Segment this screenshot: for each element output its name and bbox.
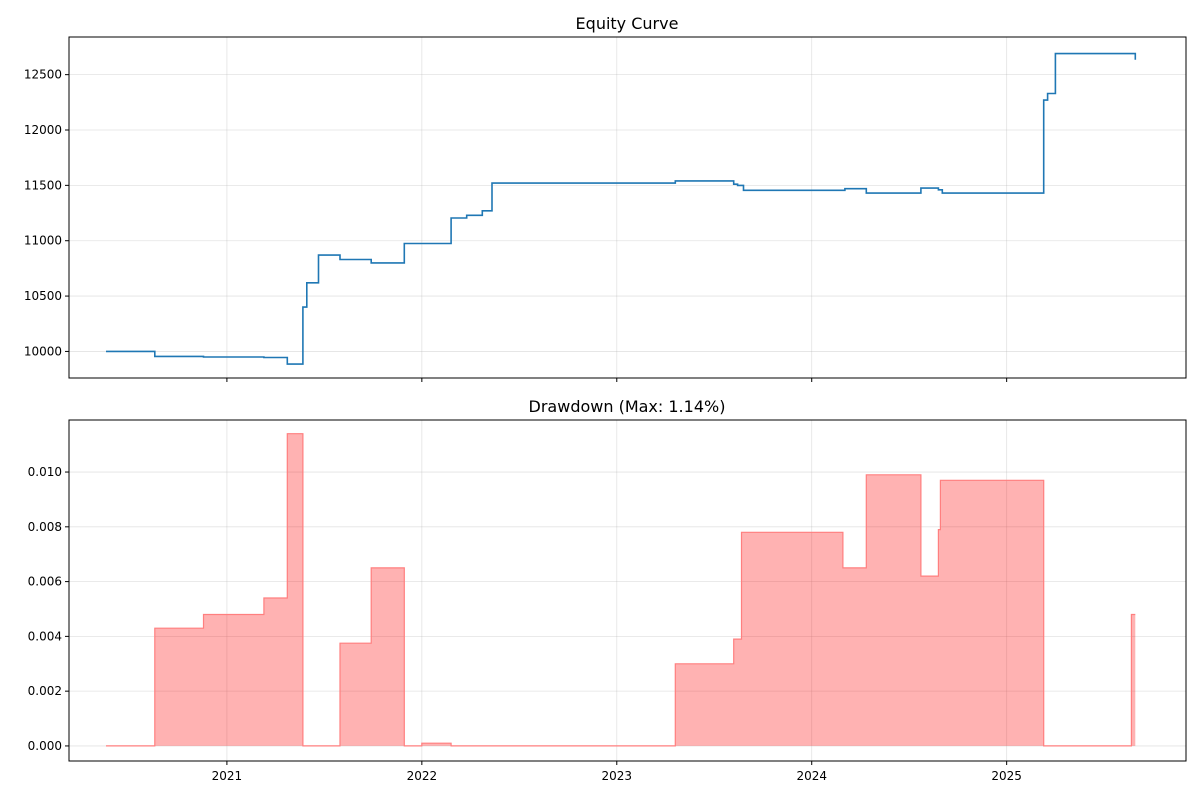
equity-grid (69, 37, 1186, 378)
drawdown-panel: Drawdown (Max: 1.14%) 2021 2022 2023 2024 20… (28, 397, 1187, 783)
drawdown-series (106, 433, 1136, 747)
y-tick-label: 10500 (24, 289, 62, 303)
y-tick-label: 0.008 (28, 520, 62, 534)
drawdown-axis-ticks: 2021 2022 2023 2024 2025 0.000 0.002 0.004 0.006… (28, 465, 1022, 783)
drawdown-outline (106, 433, 1136, 747)
x-tick-label: 2024 (796, 769, 827, 783)
x-tick-label: 2021 (212, 769, 243, 783)
x-tick-label: 2022 (407, 769, 438, 783)
equity-series (106, 52, 1137, 365)
y-tick-label: 11000 (24, 234, 62, 248)
drawdown-grid (69, 420, 1186, 761)
y-tick-label: 0.004 (28, 629, 62, 643)
equity-axis-ticks: 10000 10500 11000 11500 12000 12500 (24, 68, 1008, 382)
y-tick-label: 12000 (24, 123, 62, 137)
y-tick-label: 10000 (24, 344, 62, 358)
y-tick-label: 0.000 (28, 739, 62, 753)
drawdown-plot-frame (68, 419, 1187, 762)
y-tick-label: 12500 (24, 68, 62, 82)
y-tick-label: 0.002 (28, 684, 62, 698)
y-tick-label: 0.010 (28, 465, 62, 479)
equity-line (106, 52, 1137, 365)
equity-curve-title: Equity Curve (576, 14, 679, 33)
drawdown-area (106, 433, 1136, 746)
x-tick-label: 2023 (602, 769, 633, 783)
drawdown-title: Drawdown (Max: 1.14%) (529, 397, 726, 416)
y-tick-label: 11500 (24, 178, 62, 192)
equity-curve-panel: Equity Curve 10000 10500 11000 11500 12000 12… (24, 14, 1187, 382)
x-tick-label: 2025 (991, 769, 1022, 783)
equity-plot-frame (68, 36, 1187, 379)
y-tick-label: 0.006 (28, 575, 62, 589)
